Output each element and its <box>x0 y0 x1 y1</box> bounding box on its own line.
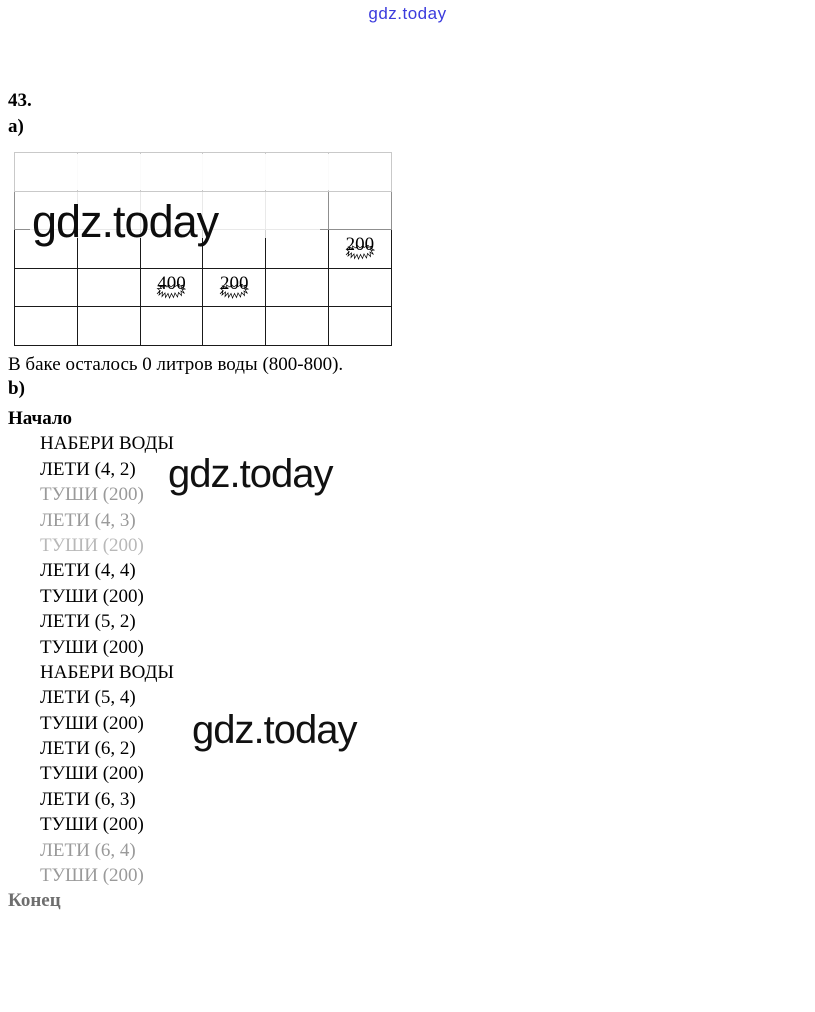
grid-cell[interactable] <box>327 267 392 308</box>
fire-burst-icon <box>219 284 250 300</box>
fire-value: 200 <box>220 273 249 295</box>
fire-burst-icon <box>156 284 187 300</box>
grid-row <box>14 306 392 346</box>
grid-cell-fire[interactable]: 200 <box>202 267 267 308</box>
program-line: ТУШИ (200) <box>40 585 144 607</box>
program-line: ЛЕТИ (4, 4) <box>40 560 136 582</box>
program-line: ЛЕТИ (4, 2) <box>40 458 136 480</box>
program-line: ТУШИ (200) <box>40 534 144 556</box>
fire-mark: 400 <box>156 273 187 301</box>
program-line: ЛЕТИ (6, 4) <box>40 839 136 861</box>
fire-value: 400 <box>157 273 186 295</box>
watermark-program-lower: gdz.today <box>192 708 357 752</box>
program-line: ТУШИ (200) <box>40 484 144 506</box>
program-start: Начало <box>8 408 73 429</box>
tank-remaining-sentence: В баке осталось 0 литров воды (800-800). <box>8 354 344 375</box>
grid-cell[interactable] <box>202 306 267 346</box>
grid-cell[interactable] <box>139 306 204 346</box>
program-line: ТУШИ (200) <box>40 712 144 734</box>
grid-cell-fire[interactable]: 200 <box>327 229 392 269</box>
program-line: ТУШИ (200) <box>40 636 144 658</box>
program-end: Конец <box>8 890 61 912</box>
grid-row: 400 200 <box>14 267 392 308</box>
watermark-program-upper: gdz.today <box>168 452 333 496</box>
fire-value: 200 <box>345 234 375 256</box>
grid-cell[interactable] <box>14 267 78 308</box>
part-b-label: b) <box>8 378 25 399</box>
program-line: ТУШИ (200) <box>40 763 144 785</box>
program-line: ЛЕТИ (6, 3) <box>40 788 136 810</box>
grid-cell[interactable] <box>327 306 392 346</box>
program-listing: Начало НАБЕРИ ВОДЫ ЛЕТИ (4, 2) ТУШИ (200… <box>8 406 408 914</box>
grid-cell[interactable] <box>76 267 141 308</box>
grid-cell[interactable] <box>14 306 78 346</box>
watermark-halo <box>30 192 320 238</box>
grid-cell-fire[interactable]: 400 <box>139 267 204 308</box>
grid-cell[interactable] <box>327 190 392 231</box>
fire-burst-icon <box>345 245 375 261</box>
grid-cell[interactable] <box>76 306 141 346</box>
part-a-label: a) <box>8 116 24 137</box>
program-line: ЛЕТИ (6, 2) <box>40 738 136 760</box>
grid-cell[interactable] <box>265 267 329 308</box>
watermark-halo <box>16 154 382 190</box>
program-line: ЛЕТИ (5, 4) <box>40 687 136 709</box>
program-line: ТУШИ (200) <box>40 865 144 887</box>
watermark-grid: gdz.today <box>32 196 219 247</box>
program-line: ЛЕТИ (4, 3) <box>40 509 136 531</box>
fire-mark: 200 <box>345 235 375 262</box>
exercise-number: 43. <box>8 90 32 111</box>
program-line: НАБЕРИ ВОДЫ <box>40 661 174 683</box>
grid-cell[interactable] <box>265 306 329 346</box>
program-line: НАБЕРИ ВОДЫ <box>40 433 174 455</box>
program-line: ЛЕТИ (5, 2) <box>40 611 136 633</box>
watermark-top: gdz.today <box>368 4 447 23</box>
fire-mark: 200 <box>219 273 250 301</box>
program-line: ТУШИ (200) <box>40 814 144 836</box>
